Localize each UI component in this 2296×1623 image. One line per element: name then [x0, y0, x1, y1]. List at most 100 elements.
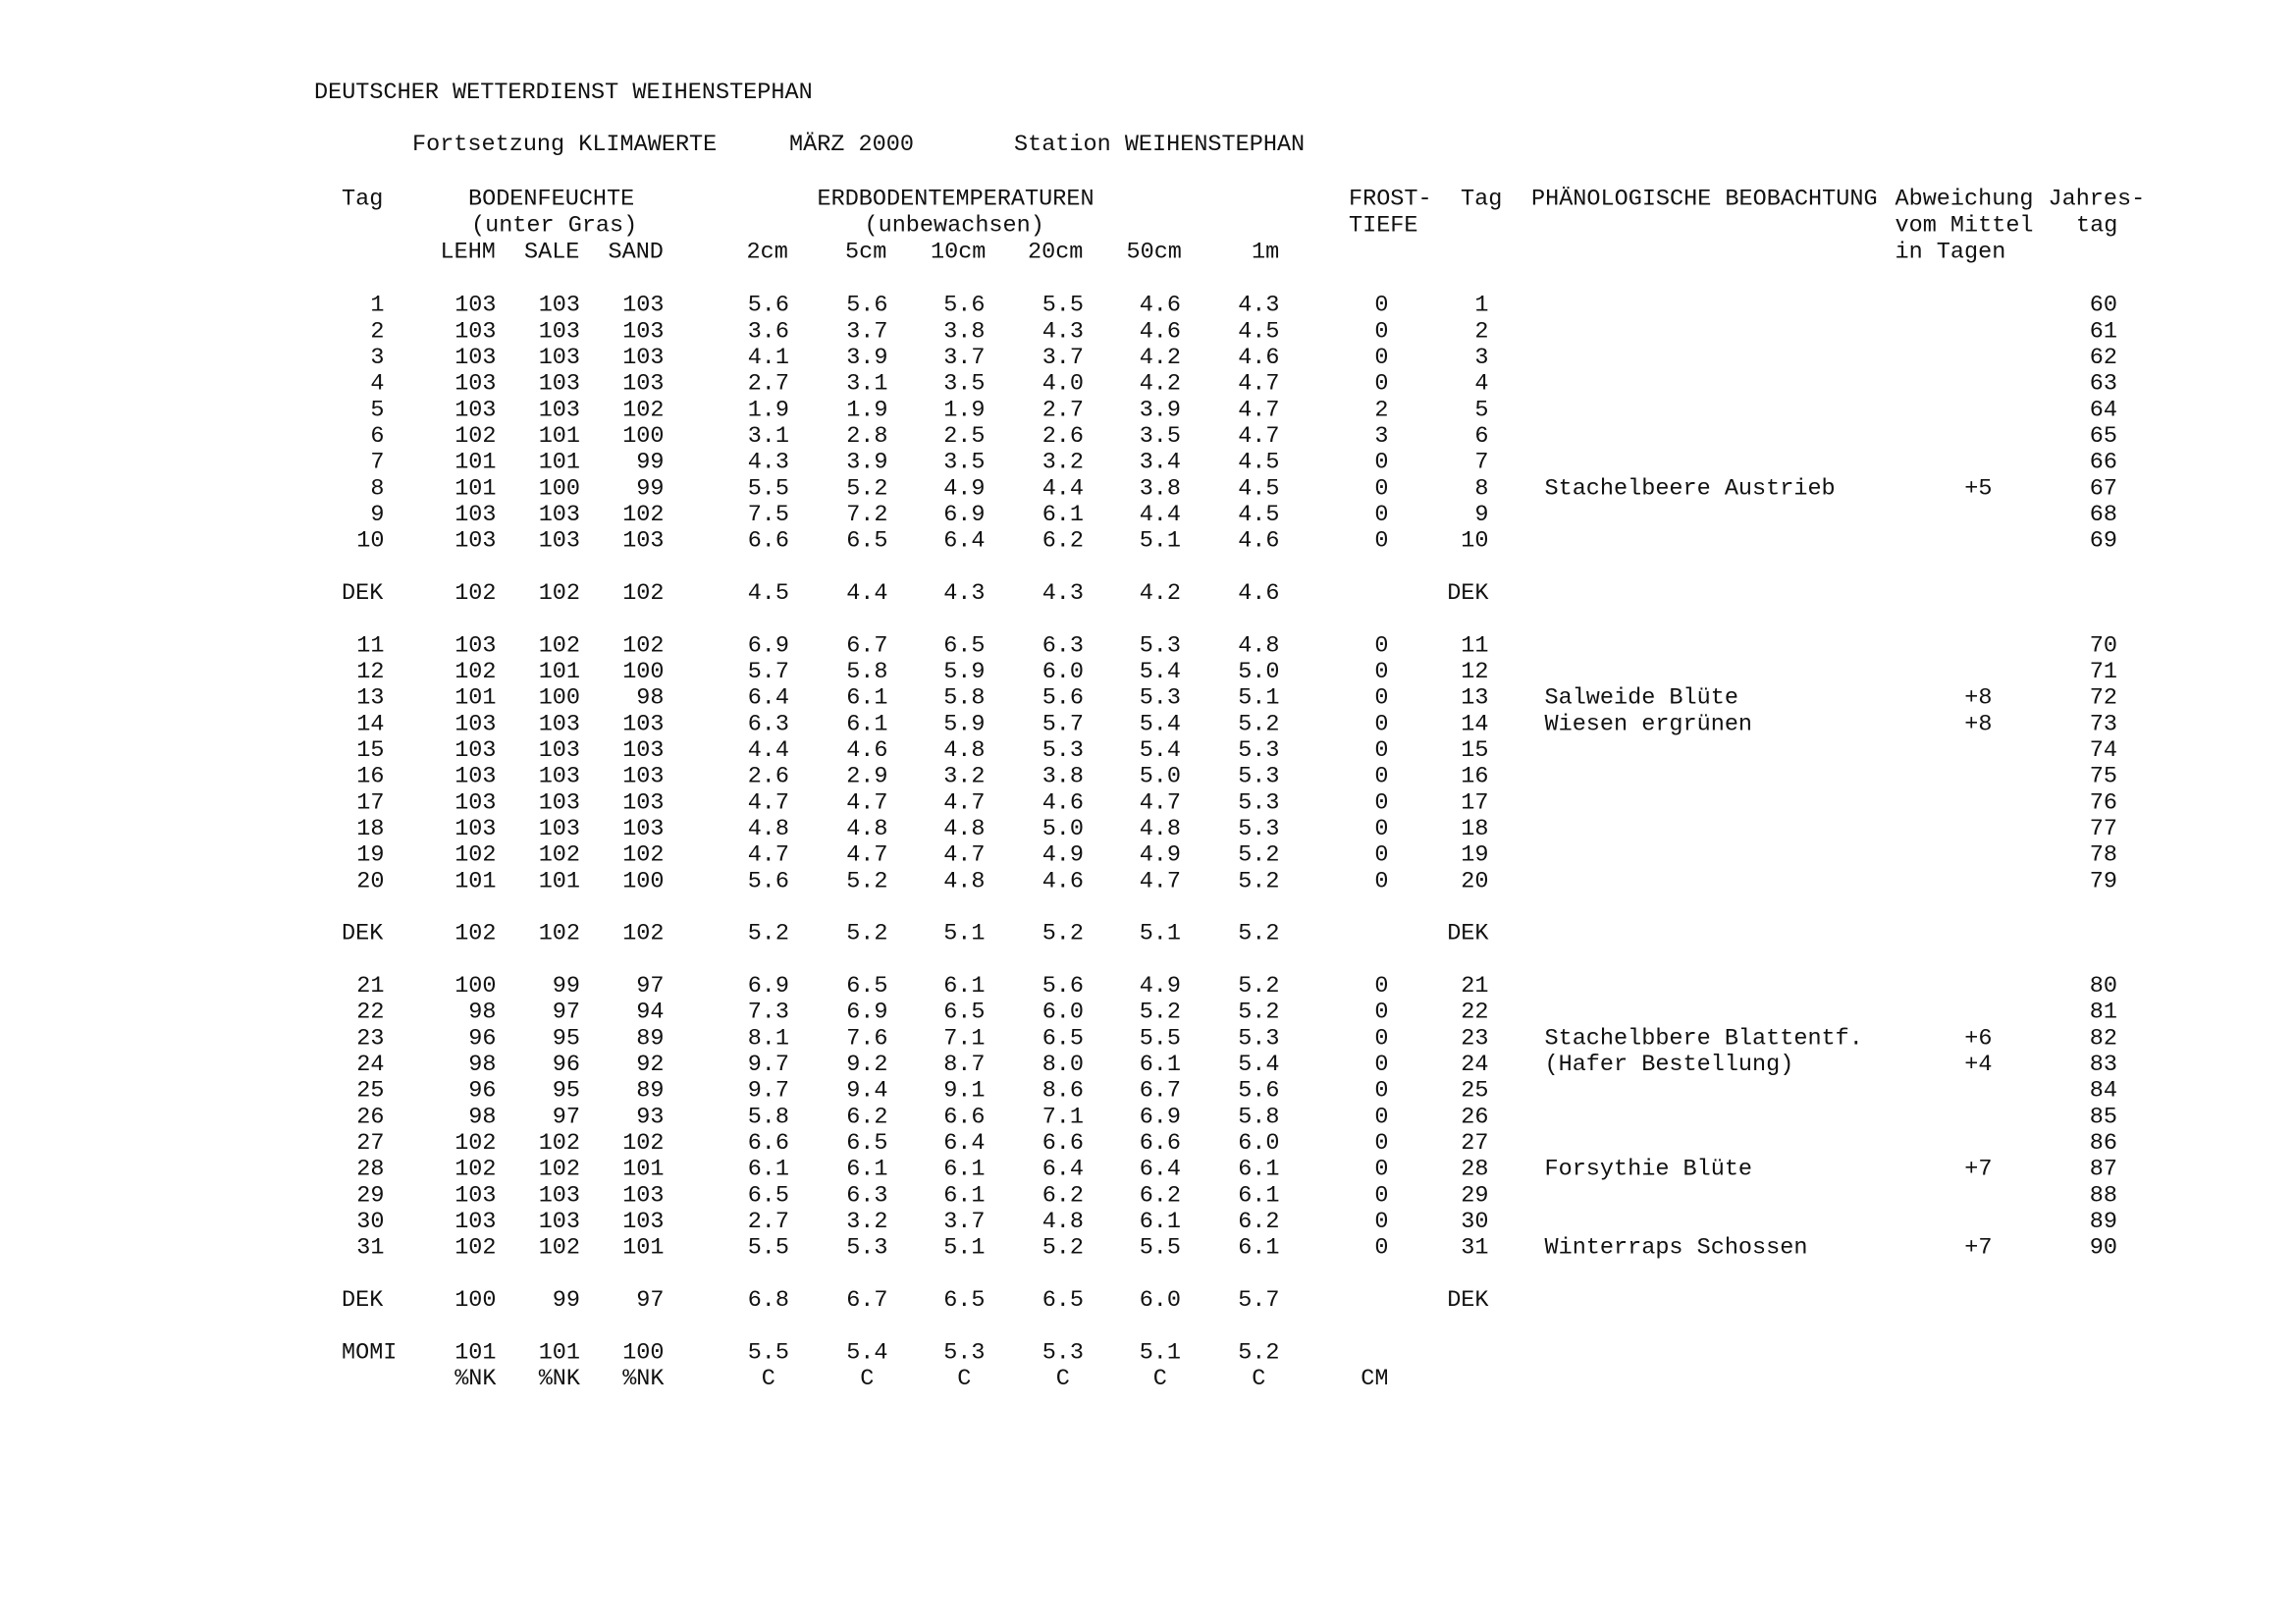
cell: 5.1 [943, 1235, 985, 1262]
cell: 97 [553, 1104, 580, 1130]
cell: 0 [1374, 528, 1388, 555]
cell: 6.1 [846, 1157, 887, 1183]
cell: 103 [454, 711, 496, 737]
cell: 6.3 [748, 711, 789, 737]
decade-cell: 102 [622, 580, 664, 607]
decade-cell: 5.7 [1238, 1287, 1279, 1314]
cell: 103 [539, 371, 580, 398]
cell: 6.9 [943, 502, 985, 528]
cell: 11 [1461, 632, 1488, 659]
cell: 28 [1461, 1157, 1488, 1183]
cell: 103 [539, 528, 580, 555]
cell: 68 [2090, 502, 2117, 528]
cell: 6.1 [943, 1182, 985, 1209]
cell: 27 [1461, 1130, 1488, 1157]
cell: 4.7 [943, 789, 985, 816]
cell: 5.6 [1042, 973, 1084, 1000]
cell: 103 [539, 293, 580, 319]
cell: 102 [539, 1130, 580, 1157]
cell: 30 [1461, 1209, 1488, 1235]
unit: %NK [454, 1366, 497, 1392]
cell: 98 [468, 1052, 496, 1078]
column-header: 10cm [931, 240, 986, 266]
cell: 6.6 [943, 1104, 985, 1130]
cell: 6.3 [846, 1182, 887, 1209]
cell: 97 [553, 1000, 580, 1026]
cell: 70 [2090, 632, 2117, 659]
decade-label: DEK [342, 921, 384, 947]
cell: 24 [1461, 1052, 1488, 1078]
cell: 6.5 [846, 1130, 887, 1157]
decade-label: DEK [1447, 1287, 1489, 1314]
cell: 0 [1374, 1130, 1388, 1157]
cell: 5.3 [1238, 1025, 1279, 1052]
cell: 18 [356, 816, 384, 842]
cell: 101 [539, 868, 580, 894]
cell: 2.8 [846, 423, 887, 450]
cell: 6.1 [943, 973, 985, 1000]
decade-cell: 4.3 [943, 580, 985, 607]
cell: 103 [454, 345, 496, 371]
cell: 65 [2090, 423, 2117, 450]
cell: 102 [622, 397, 664, 423]
decade-label: DEK [1447, 921, 1489, 947]
cell: 6.4 [943, 1130, 985, 1157]
cell: 6.1 [846, 711, 887, 737]
cell: 4.8 [943, 868, 985, 894]
cell: 7 [1474, 450, 1488, 476]
cell: 4.6 [1042, 789, 1084, 816]
cell: 4.9 [1042, 842, 1084, 869]
cell: 6.9 [748, 632, 789, 659]
cell: 4 [370, 371, 384, 398]
cell: 25 [1461, 1078, 1488, 1105]
cell: 29 [1461, 1182, 1488, 1209]
cell: 5.0 [1238, 659, 1279, 685]
cell: 6.9 [1140, 1104, 1181, 1130]
cell: 69 [2090, 528, 2117, 555]
cell: 28 [356, 1157, 384, 1183]
cell: 3.2 [1042, 450, 1084, 476]
cell: 9 [1474, 502, 1488, 528]
column-header: Tag [342, 187, 383, 213]
cell: 7.5 [748, 502, 789, 528]
decade-cell: 4.6 [1238, 580, 1279, 607]
cell: 103 [622, 1182, 664, 1209]
cell: 5.0 [1042, 816, 1084, 842]
cell: 0 [1374, 711, 1388, 737]
cell: 5.8 [1238, 1104, 1279, 1130]
cell: 103 [454, 1182, 496, 1209]
cell: 6.6 [1042, 1130, 1084, 1157]
cell: 103 [622, 528, 664, 555]
cell: 4.7 [1238, 397, 1279, 423]
cell: 6.1 [943, 1157, 985, 1183]
cell: 6.2 [1238, 1209, 1279, 1235]
cell: 102 [454, 659, 496, 685]
cell: 4.3 [1238, 293, 1279, 319]
cell: 0 [1374, 345, 1388, 371]
cell: 103 [454, 371, 496, 398]
column-header: PHÄNOLOGISCHE BEOBACHTUNG [1531, 186, 1878, 213]
cell: 0 [1374, 293, 1388, 319]
unit: C [957, 1366, 971, 1392]
column-header: SALE [524, 240, 579, 266]
cell: 4.5 [1238, 475, 1279, 502]
cell: 103 [622, 371, 664, 398]
cell: 81 [2090, 1000, 2117, 1026]
column-header: LEHM [441, 240, 496, 266]
cell: 0 [1374, 685, 1388, 712]
column-header: FROST- [1349, 187, 1432, 213]
cell: 102 [454, 1130, 496, 1157]
cell: 98 [468, 1000, 496, 1026]
cell: 88 [2090, 1182, 2117, 1209]
cell: 10 [1461, 528, 1488, 555]
cell: 5.2 [1238, 1000, 1279, 1026]
cell: 102 [539, 1157, 580, 1183]
cell: 31 [1461, 1235, 1488, 1262]
cell: 5.3 [1140, 685, 1181, 712]
column-header: 50cm [1127, 240, 1182, 266]
decade-cell: 6.5 [1042, 1287, 1084, 1314]
cell: 4.6 [1140, 293, 1181, 319]
cell: 0 [1374, 1235, 1388, 1262]
cell: 5.4 [1140, 737, 1181, 764]
cell: 4.7 [846, 842, 887, 869]
